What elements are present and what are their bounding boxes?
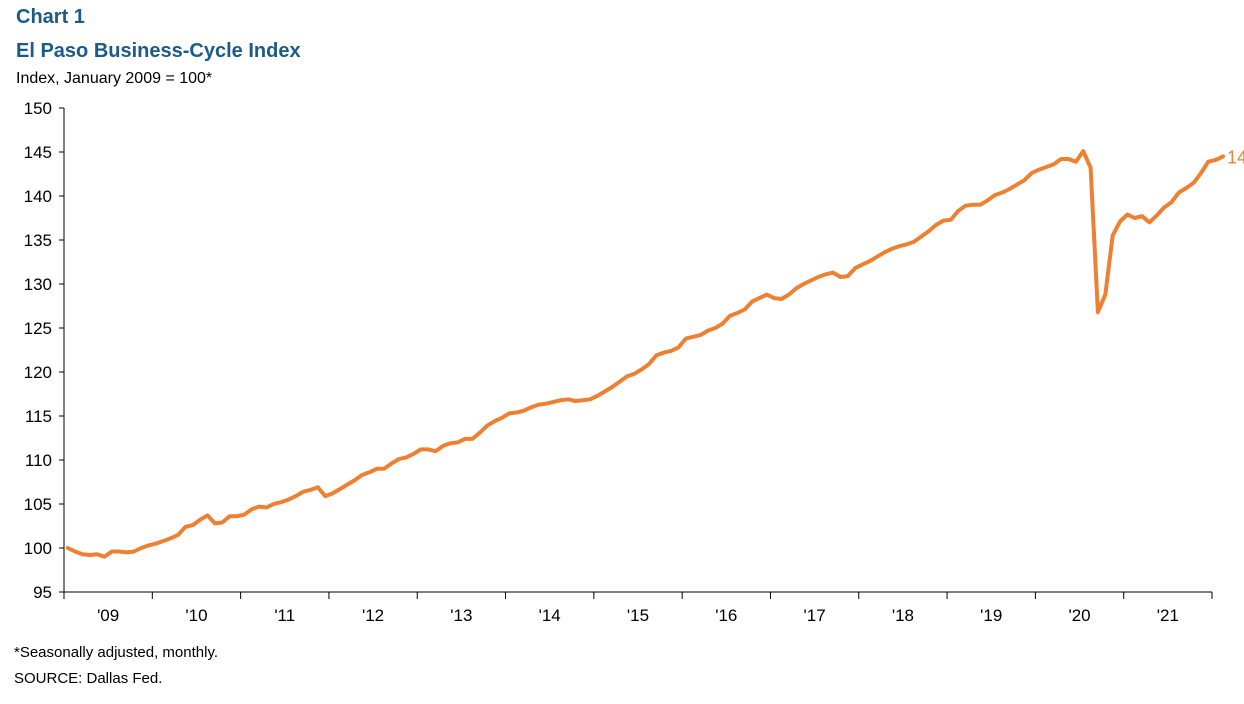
y-tick-label: 145 [24, 143, 52, 162]
x-tick-label: '20 [1068, 606, 1090, 625]
end-value-label: 144.5 [1227, 147, 1244, 167]
y-tick-label: 105 [24, 495, 52, 514]
y-tick-label: 110 [25, 451, 52, 470]
y-tick-label: 140 [24, 187, 52, 206]
x-tick-label: '16 [715, 606, 737, 625]
x-tick-label: '11 [274, 606, 295, 625]
y-tick-label: 100 [24, 539, 52, 558]
chart-subtitle: Index, January 2009 = 100* [16, 70, 213, 87]
y-tick-label: 150 [24, 99, 52, 118]
source-note: SOURCE: Dallas Fed. [14, 670, 163, 687]
chart-title: El Paso Business-Cycle Index [16, 40, 301, 62]
footnote: *Seasonally adjusted, monthly. [14, 644, 219, 661]
x-tick-label: '14 [539, 606, 561, 625]
y-tick-label: 115 [25, 407, 52, 426]
x-tick-label: '17 [804, 606, 826, 625]
y-tick-label: 120 [24, 363, 52, 382]
x-tick-label: '15 [627, 606, 649, 625]
y-tick-label: 95 [33, 583, 52, 602]
line-chart: 95 100 105 110 115 120 125 130 135 140 145 150 '09 '1… [24, 99, 1244, 625]
x-tick-label: '13 [450, 606, 472, 625]
x-tick-label: '18 [892, 606, 914, 625]
y-tick-label: 135 [24, 231, 52, 250]
x-tick-label: '09 [97, 606, 119, 625]
y-tick-label: 130 [24, 275, 52, 294]
series-line [65, 149, 1225, 559]
x-tick-label: '12 [362, 606, 384, 625]
x-tick-label: '10 [185, 606, 207, 625]
x-tick-label: '19 [980, 606, 1002, 625]
chart-label: Chart 1 [16, 6, 85, 28]
y-tick-label: 125 [24, 319, 52, 338]
x-tick-label: '21 [1157, 606, 1179, 625]
